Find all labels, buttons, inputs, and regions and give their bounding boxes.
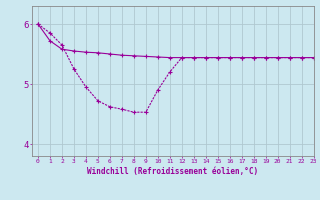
X-axis label: Windchill (Refroidissement éolien,°C): Windchill (Refroidissement éolien,°C) <box>87 167 258 176</box>
